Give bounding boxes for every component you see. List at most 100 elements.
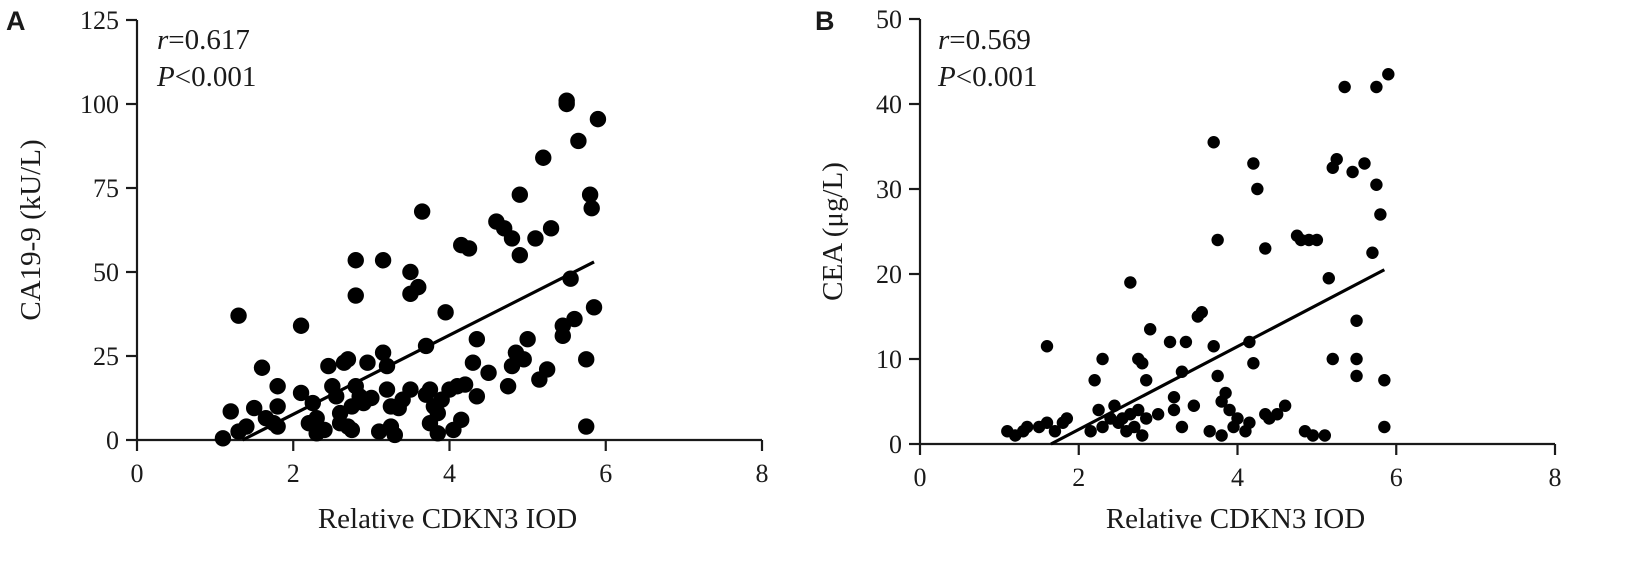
panel-a: A 0 2 4 6 8 0 25 50 75 100 125 Relative CDKN3 IOD CA1… [6,6,769,535]
data-point [413,203,431,220]
correlation-annotation: r=0.617 [157,24,250,56]
data-point [230,307,247,324]
data-point [363,389,380,407]
x-tick-label: 6 [1390,463,1403,492]
data-point [421,381,439,398]
data-point [339,351,357,368]
data-point [511,186,529,203]
data-point [292,317,310,334]
x-tick-label: 8 [1549,463,1562,492]
x-tick-label: 6 [599,459,612,488]
data-point [515,351,532,368]
x-tick-label: 4 [1231,463,1244,492]
regression-line [241,260,595,442]
p-annotation: P<0.001 [156,61,256,93]
data-point [374,344,392,361]
correlation-annotation: r=0.569 [938,24,1031,56]
data-point [1140,412,1153,425]
panel-label: B [815,6,835,36]
data-point [1211,369,1224,383]
data-point [316,421,333,439]
data-point [1247,157,1260,170]
data-point [1175,420,1189,434]
data-point [1366,246,1379,259]
y-tick-label: 100 [80,90,119,119]
x-axis-title: Relative CDKN3 IOD [318,503,577,535]
data-point [511,247,529,264]
data-point [1378,420,1391,434]
y-tick-label: 30 [876,175,902,204]
p-value: <0.001 [175,61,257,93]
data-point [1128,420,1141,434]
y-tick-label: 40 [876,90,902,119]
x-tick-label: 4 [443,459,456,488]
data-point [527,230,544,247]
p-value: <0.001 [956,61,1038,93]
p-symbol: P [937,61,956,93]
data-point [542,220,560,237]
data-point [1151,408,1165,421]
x-tick-label: 2 [1072,463,1085,492]
data-point [343,421,361,439]
data-point [1219,386,1232,400]
data-point [1207,136,1220,149]
data-point [1163,335,1177,349]
r-value: =0.569 [949,24,1031,56]
y-tick-label: 25 [93,342,119,371]
data-point [1223,403,1236,417]
x-tick-label: 0 [914,463,927,492]
data-point [1330,153,1343,166]
y-tick-label: 50 [876,5,902,34]
data-point [1143,323,1157,336]
r-symbol: r [157,24,169,56]
x-tick-label: 2 [287,459,300,488]
data-point [1195,306,1208,319]
y-tick-label: 75 [93,174,119,203]
data-point [1306,429,1320,442]
data-point [1040,416,1054,429]
y-axis-title: CEA (μg/L) [817,162,849,301]
data-point [1020,420,1034,434]
data-point [1247,357,1260,370]
data-point [1084,425,1097,438]
data-point [1132,403,1145,417]
y-tick-label: 0 [106,426,119,455]
data-point [1203,425,1216,438]
data-point [1060,412,1074,425]
data-point [1187,399,1201,412]
data-point [222,403,239,420]
data-point [566,310,583,328]
data-point [1124,276,1137,289]
data-point [253,359,271,376]
data-point [583,199,600,217]
panel-label: A [6,6,26,36]
data-point [460,240,478,257]
data-point [308,409,325,427]
data-point [402,381,419,398]
data-point [292,384,310,402]
data-point [1322,272,1335,285]
panel-b: B 0 2 4 6 8 0 10 20 30 40 50 Relative CDKN3 IOD CEA (… [815,5,1562,535]
data-point [1179,335,1193,349]
data-point [1370,178,1383,191]
data-point [1350,369,1363,383]
data-point [1231,412,1244,425]
data-point [1259,242,1272,255]
data-point [1382,68,1395,81]
data-point [1270,408,1284,421]
data-point [1040,340,1054,353]
data-point [269,418,286,435]
data-point [429,425,446,442]
data-point [1350,352,1363,366]
data-point [558,95,575,113]
data-point [1346,165,1359,179]
y-tick-label: 10 [876,345,902,374]
y-tick-label: 50 [93,258,119,287]
data-point [214,430,232,447]
r-symbol: r [938,24,950,56]
data-point [538,361,556,378]
data-point [437,304,454,321]
data-point [269,398,286,415]
data-point [1207,340,1220,353]
y-tick-label: 20 [876,260,902,289]
